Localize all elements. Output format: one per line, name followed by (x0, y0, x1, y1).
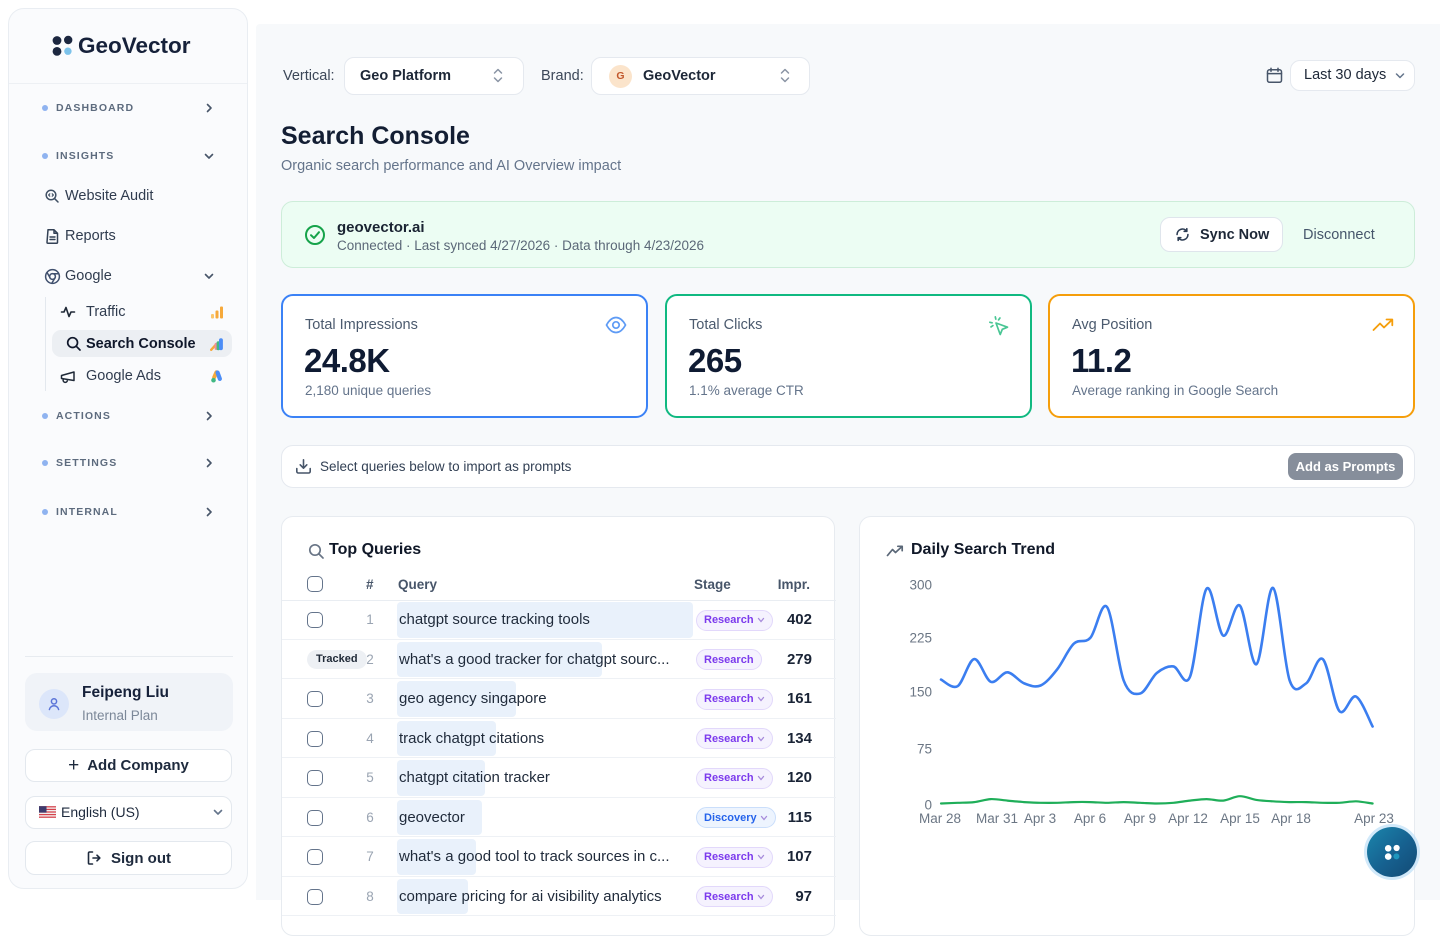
svg-text:75: 75 (917, 742, 932, 757)
svg-text:225: 225 (909, 631, 932, 646)
svg-text:Apr 23: Apr 23 (1354, 811, 1394, 826)
svg-text:Mar 31: Mar 31 (976, 811, 1018, 826)
svg-text:Apr 18: Apr 18 (1271, 811, 1311, 826)
svg-text:0: 0 (924, 798, 932, 813)
svg-text:Mar 28: Mar 28 (919, 811, 961, 826)
svg-text:300: 300 (909, 578, 932, 593)
svg-text:Apr 15: Apr 15 (1220, 811, 1260, 826)
svg-text:150: 150 (909, 685, 932, 700)
svg-text:Apr 3: Apr 3 (1024, 811, 1056, 826)
svg-text:Apr 12: Apr 12 (1168, 811, 1208, 826)
svg-text:Apr 6: Apr 6 (1074, 811, 1106, 826)
svg-text:Apr 9: Apr 9 (1124, 811, 1156, 826)
